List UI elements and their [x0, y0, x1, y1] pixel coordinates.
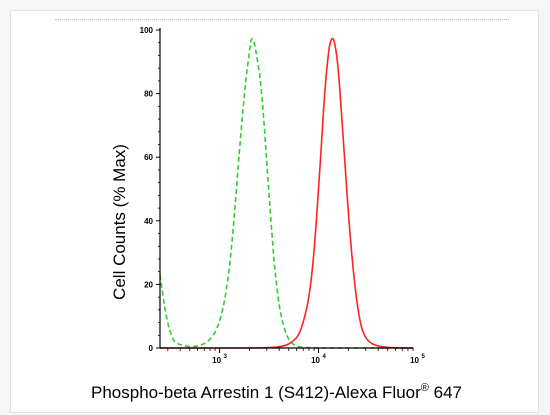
- top-dotted-divider: [55, 19, 509, 20]
- y-tick-label: 80: [144, 90, 153, 99]
- series-line-1: [159, 37, 414, 349]
- x-tick-label: 10: [410, 356, 419, 365]
- y-tick-labels: 0 20 40 60 80 100: [140, 26, 154, 353]
- chart-card: [10, 10, 539, 413]
- series-line-2: [160, 37, 413, 349]
- x-axis-label-registered: ®: [421, 382, 429, 394]
- plot-area: [159, 37, 414, 349]
- y-axis-label: Cell Counts (% Max): [110, 144, 129, 300]
- x-axis-label-main: Phospho-beta Arrestin 1 (S412)-Alexa Flu…: [91, 383, 421, 402]
- y-tick-label: 0: [149, 344, 154, 353]
- x-tick-exponent: 5: [422, 354, 426, 360]
- y-tick-label: 20: [144, 280, 153, 289]
- x-tick-exponent: 4: [323, 354, 327, 360]
- y-tick-label: 60: [144, 153, 153, 162]
- x-tick-labels: 10 3 10 4 10 5: [212, 354, 425, 365]
- axes: [156, 28, 414, 353]
- x-tick-exponent: 3: [224, 354, 228, 360]
- x-tick-label: 10: [212, 356, 221, 365]
- y-tick-label: 100: [140, 26, 154, 35]
- x-tick-label: 10: [311, 356, 320, 365]
- x-axis-label-suffix: 647: [429, 383, 462, 402]
- x-axis-label: Phospho-beta Arrestin 1 (S412)-Alexa Flu…: [91, 382, 462, 402]
- y-tick-label: 40: [144, 217, 153, 226]
